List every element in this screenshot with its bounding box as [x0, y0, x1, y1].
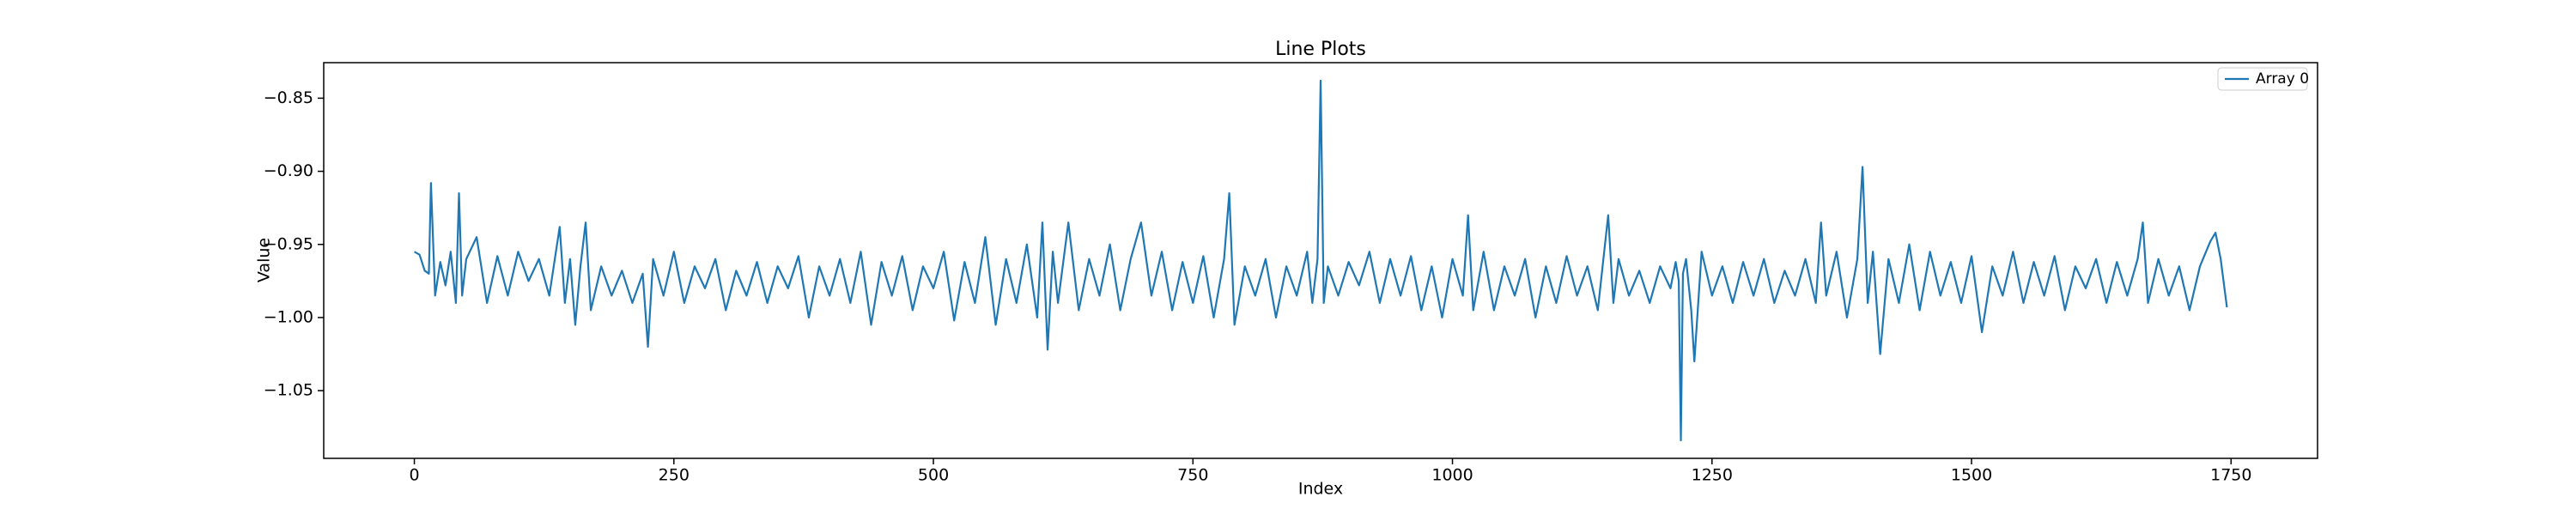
- legend-label: Array 0: [2256, 70, 2309, 88]
- y-tick-label: −0.95: [264, 234, 313, 253]
- x-tick-label: 1000: [1431, 466, 1473, 485]
- x-tick-label: 750: [1177, 466, 1208, 485]
- x-axis-label: Index: [1298, 480, 1343, 499]
- data-line: [414, 79, 2228, 442]
- x-tick-label: 1500: [1951, 466, 1992, 485]
- x-tick-label: 1250: [1692, 466, 1733, 485]
- x-tick-label: 500: [918, 466, 949, 485]
- legend-box: [2217, 67, 2308, 91]
- x-tick-label: 1750: [2210, 466, 2251, 485]
- plot-frame: [323, 62, 2318, 459]
- y-tick-label: −0.90: [264, 161, 313, 180]
- chart-title: Line Plots: [1275, 39, 1366, 60]
- y-axis-label: Value: [255, 238, 274, 282]
- y-tick-label: −1.05: [264, 381, 313, 400]
- y-tick-label: −0.85: [264, 88, 313, 107]
- x-tick-label: 0: [409, 466, 419, 485]
- y-tick-label: −1.00: [264, 307, 313, 326]
- x-tick-label: 250: [659, 466, 690, 485]
